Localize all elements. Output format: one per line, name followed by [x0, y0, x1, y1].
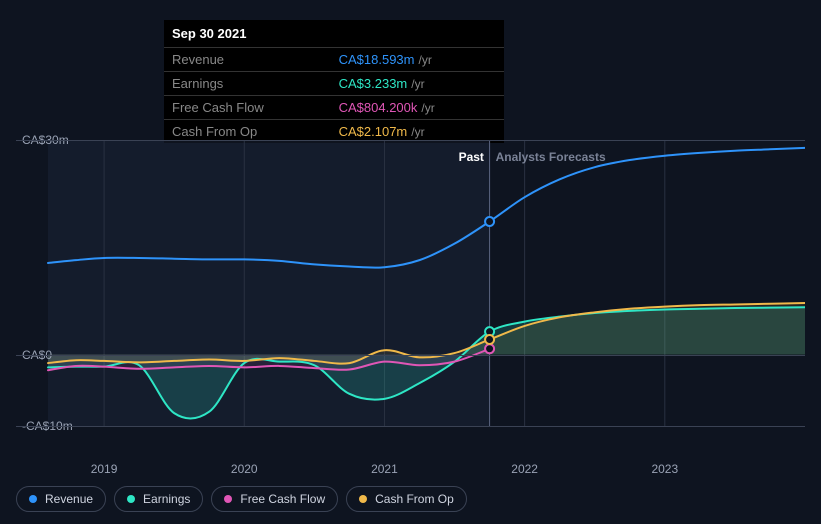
chart-canvas	[16, 140, 805, 440]
gridline	[16, 140, 805, 141]
chart-tooltip: Sep 30 2021 RevenueCA$18.593m/yrEarnings…	[164, 20, 504, 143]
legend-item[interactable]: Free Cash Flow	[211, 486, 338, 512]
legend-item[interactable]: Cash From Op	[346, 486, 467, 512]
tooltip-value: CA$3.233m/yr	[331, 72, 504, 96]
tooltip-label: Revenue	[164, 48, 331, 72]
x-axis-label: 2023	[651, 462, 678, 476]
plot-area[interactable]: CA$30mCA$0-CA$10m 20192020202120222023 P…	[16, 140, 805, 460]
legend-label: Free Cash Flow	[240, 492, 325, 506]
legend-dot-icon	[127, 495, 135, 503]
legend-dot-icon	[224, 495, 232, 503]
legend-item[interactable]: Revenue	[16, 486, 106, 512]
gridline	[16, 355, 805, 356]
x-axis-label: 2021	[371, 462, 398, 476]
legend-label: Revenue	[45, 492, 93, 506]
tooltip-row: EarningsCA$3.233m/yr	[164, 72, 504, 96]
past-label: Past	[459, 150, 484, 164]
tooltip-label: Earnings	[164, 72, 331, 96]
x-axis-label: 2020	[231, 462, 258, 476]
legend-dot-icon	[29, 495, 37, 503]
legend-item[interactable]: Earnings	[114, 486, 203, 512]
x-axis-label: 2022	[511, 462, 538, 476]
tooltip-row: RevenueCA$18.593m/yr	[164, 48, 504, 72]
tooltip-label: Free Cash Flow	[164, 96, 331, 120]
tooltip-date: Sep 30 2021	[164, 20, 504, 48]
forecast-label: Analysts Forecasts	[496, 150, 606, 164]
legend: Revenue Earnings Free Cash Flow Cash From O…	[16, 486, 467, 512]
x-axis-label: 2019	[91, 462, 118, 476]
legend-label: Cash From Op	[375, 492, 454, 506]
tooltip-value: CA$804.200k/yr	[331, 96, 504, 120]
legend-label: Earnings	[143, 492, 190, 506]
legend-dot-icon	[359, 495, 367, 503]
gridline	[16, 426, 805, 427]
tooltip-value: CA$18.593m/yr	[331, 48, 504, 72]
financial-chart: Sep 30 2021 RevenueCA$18.593m/yrEarnings…	[0, 0, 821, 524]
tooltip-row: Free Cash FlowCA$804.200k/yr	[164, 96, 504, 120]
